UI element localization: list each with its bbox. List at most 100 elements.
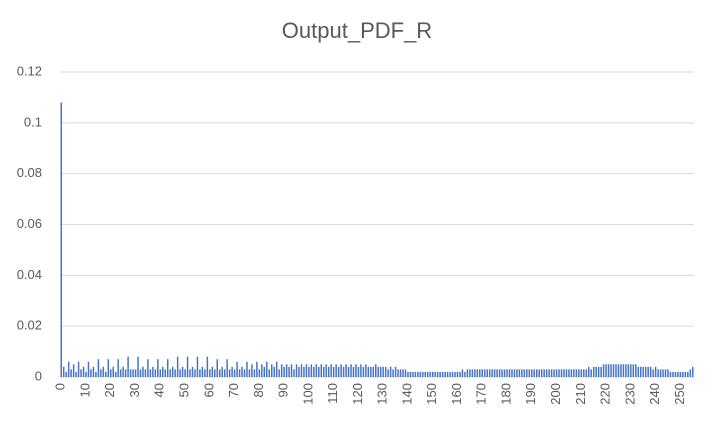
- bar: [625, 364, 627, 377]
- bar: [221, 366, 223, 377]
- bar: [283, 366, 285, 377]
- bar: [60, 102, 62, 377]
- bar: [290, 364, 293, 377]
- bar: [617, 364, 620, 377]
- bar: [134, 369, 137, 377]
- bar: [325, 364, 327, 377]
- bar: [503, 369, 506, 377]
- bar: [560, 369, 563, 377]
- bar: [414, 371, 417, 377]
- bar: [427, 371, 429, 377]
- x-tick-label: 60: [201, 383, 216, 397]
- bar: [226, 359, 228, 377]
- y-tick-label: 0.02: [17, 318, 42, 333]
- bar: [176, 356, 179, 377]
- bar: [271, 364, 273, 377]
- bar: [642, 366, 644, 377]
- bar: [635, 364, 637, 377]
- x-tick-label: 130: [375, 383, 390, 405]
- bar: [640, 366, 642, 377]
- bar: [692, 366, 694, 377]
- bar: [67, 361, 70, 377]
- y-tick-label: 0.06: [17, 216, 42, 231]
- bar: [501, 369, 503, 377]
- bar: [256, 361, 258, 377]
- bar: [672, 371, 674, 377]
- bar: [451, 371, 454, 377]
- bar: [352, 366, 355, 377]
- bar: [583, 369, 585, 377]
- bar: [382, 366, 384, 377]
- bar: [248, 369, 251, 377]
- bar: [384, 366, 387, 377]
- bar: [298, 366, 300, 377]
- bar: [667, 369, 669, 377]
- x-tick-label: 230: [622, 383, 637, 405]
- bar: [169, 369, 171, 377]
- bar: [597, 366, 600, 377]
- bar: [80, 369, 82, 377]
- bar: [162, 366, 164, 377]
- bar: [181, 366, 184, 377]
- bar: [585, 369, 588, 377]
- bar: [157, 359, 159, 377]
- bar: [100, 369, 102, 377]
- bar: [159, 369, 162, 377]
- x-tick-label: 140: [399, 383, 414, 405]
- bar: [75, 371, 77, 377]
- bar: [404, 369, 407, 377]
- bar: [471, 369, 474, 377]
- bar: [456, 371, 459, 377]
- bar: [533, 369, 536, 377]
- bar: [201, 366, 204, 377]
- bar: [308, 366, 310, 377]
- bar: [194, 369, 196, 377]
- bar: [347, 366, 350, 377]
- bar: [199, 369, 201, 377]
- x-tick-label: 180: [498, 383, 513, 405]
- bar: [630, 364, 632, 377]
- bar: [662, 369, 664, 377]
- bar: [365, 364, 367, 377]
- bar: [392, 369, 394, 377]
- bar: [300, 364, 303, 377]
- x-tick-label: 240: [647, 383, 662, 405]
- bar: [342, 366, 345, 377]
- bar: [295, 364, 298, 377]
- bar: [543, 369, 545, 377]
- bar: [357, 366, 360, 377]
- bar: [107, 359, 110, 377]
- bar: [565, 369, 568, 377]
- bar: [602, 364, 605, 377]
- bar: [110, 369, 112, 377]
- bar: [528, 369, 531, 377]
- bar: [397, 369, 399, 377]
- bar: [62, 366, 65, 377]
- x-tick-label: 30: [127, 383, 142, 397]
- bar: [379, 366, 382, 377]
- bar: [578, 369, 580, 377]
- bar: [632, 364, 635, 377]
- bar: [372, 366, 375, 377]
- bar: [431, 371, 434, 377]
- bar: [72, 364, 75, 377]
- bar: [476, 369, 479, 377]
- bar: [508, 369, 511, 377]
- bar: [573, 369, 575, 377]
- bar: [112, 366, 114, 377]
- bar: [149, 369, 152, 377]
- bar: [394, 366, 397, 377]
- bar: [590, 369, 592, 377]
- bar: [592, 366, 595, 377]
- bar: [558, 369, 560, 377]
- bar: [77, 361, 80, 377]
- bar: [669, 371, 672, 377]
- bar: [147, 359, 149, 377]
- bar: [677, 371, 679, 377]
- x-tick-label: 190: [523, 383, 538, 405]
- bar: [184, 369, 186, 377]
- bar: [263, 366, 266, 377]
- bar: [127, 356, 129, 377]
- bar: [575, 369, 578, 377]
- bar: [313, 366, 315, 377]
